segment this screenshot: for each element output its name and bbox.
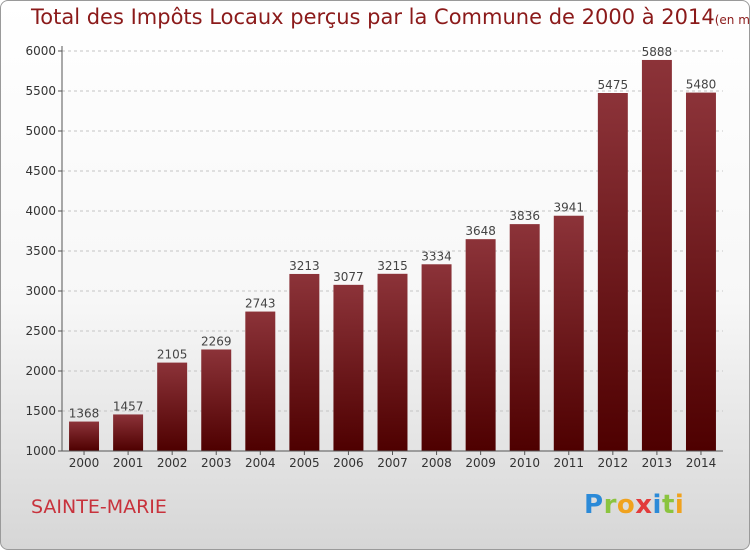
labels: 1000 1500 2000 2500 3000 3500 4000 4500 5000 5500… — [25, 44, 716, 470]
logo-letter: x — [635, 490, 653, 520]
y-tick-label: 4500 — [25, 164, 56, 178]
bar — [641, 59, 672, 452]
chart-unit-label: (en milliers d'€) — [714, 13, 750, 27]
data-label: 2105 — [157, 348, 188, 362]
data-label: 3941 — [553, 201, 584, 215]
x-tick-label: 2007 — [377, 456, 408, 470]
data-label: 2269 — [201, 334, 232, 348]
x-tick-label: 2013 — [642, 456, 673, 470]
x-tick-label: 2009 — [465, 456, 496, 470]
logo-letter: i — [674, 490, 685, 520]
data-label: 5475 — [598, 78, 629, 92]
x-tick-label: 2001 — [113, 456, 144, 470]
proxiti-logo: Proxiti — [584, 490, 684, 520]
data-label: 3648 — [465, 224, 496, 238]
bar — [509, 224, 540, 451]
logo-letter: o — [616, 490, 636, 520]
x-tick-label: 2005 — [289, 456, 320, 470]
y-tick-label: 3000 — [25, 284, 56, 298]
data-label: 2743 — [245, 297, 276, 311]
logo-letter: i — [652, 490, 662, 520]
bar — [377, 273, 408, 451]
x-tick-label: 2014 — [686, 456, 717, 470]
data-label: 1457 — [113, 399, 144, 413]
x-tick-label: 2012 — [598, 456, 629, 470]
y-tick-label: 5500 — [25, 84, 56, 98]
logo-letter: t — [661, 490, 675, 520]
bar — [157, 362, 188, 451]
y-tick-label: 2500 — [25, 324, 56, 338]
data-label: 3077 — [333, 270, 364, 284]
x-tick-label: 2010 — [509, 456, 540, 470]
x-tick-label: 2004 — [245, 456, 276, 470]
data-label: 3334 — [421, 249, 452, 263]
axes — [58, 46, 723, 455]
x-tick-label: 2003 — [201, 456, 232, 470]
x-tick-label: 2002 — [157, 456, 188, 470]
y-tick-label: 1000 — [25, 444, 56, 458]
bars — [69, 59, 716, 452]
y-tick-label: 3500 — [25, 244, 56, 258]
logo-letter: P — [584, 490, 604, 520]
y-tick-label: 5000 — [25, 124, 56, 138]
logo-letter: r — [603, 490, 617, 520]
x-tick-label: 2000 — [69, 456, 100, 470]
y-tick-label: 4000 — [25, 204, 56, 218]
x-tick-label: 2006 — [333, 456, 364, 470]
data-label: 3215 — [377, 259, 408, 273]
y-tick-label: 1500 — [25, 404, 56, 418]
data-label: 5888 — [642, 45, 673, 59]
bar — [289, 273, 320, 451]
y-tick-label: 2000 — [25, 364, 56, 378]
data-label: 5480 — [686, 78, 717, 92]
data-label: 3213 — [289, 259, 320, 273]
x-tick-label: 2011 — [553, 456, 584, 470]
y-tick-label: 6000 — [25, 44, 56, 58]
data-label: 1368 — [69, 407, 100, 421]
bar — [113, 414, 144, 451]
bar — [333, 284, 364, 451]
commune-name: SAINTE-MARIE — [31, 496, 167, 518]
chart-title: Total des Impôts Locaux perçus par la Co… — [31, 5, 750, 29]
chart-title-text: Total des Impôts Locaux perçus par la Co… — [31, 5, 715, 29]
x-tick-label: 2008 — [421, 456, 452, 470]
bar — [553, 215, 584, 451]
bar — [685, 92, 716, 451]
bar — [69, 421, 100, 451]
bar — [421, 264, 452, 451]
data-label: 3836 — [509, 209, 540, 223]
bar — [201, 349, 232, 451]
bar — [465, 239, 496, 451]
bar — [597, 93, 628, 451]
bar — [245, 311, 276, 451]
